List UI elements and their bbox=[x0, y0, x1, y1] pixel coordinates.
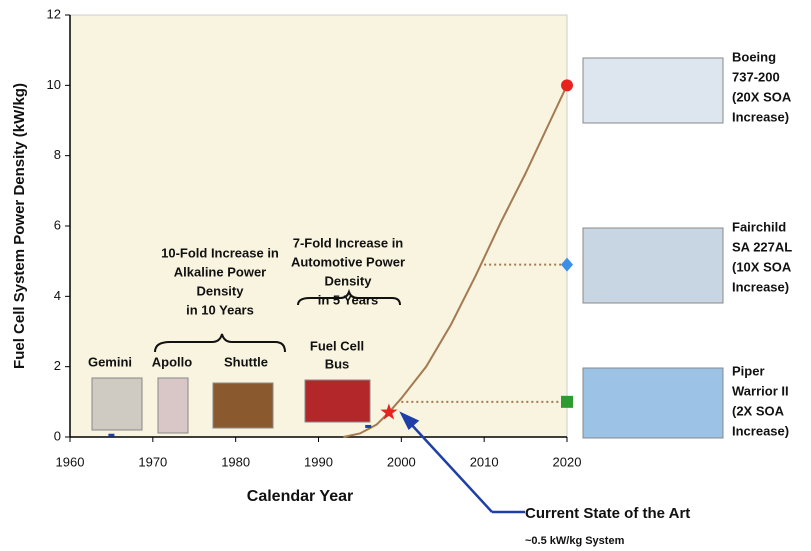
annotation: 737-200 bbox=[732, 69, 780, 84]
annotation: Boeing bbox=[732, 49, 776, 64]
annotation: SA 227AL bbox=[732, 239, 792, 254]
y-tick-label: 10 bbox=[47, 77, 61, 92]
braces bbox=[154, 288, 401, 353]
annotation: (2X SOA bbox=[732, 403, 785, 418]
marker bbox=[380, 403, 398, 420]
marker bbox=[406, 419, 413, 423]
x-axis-label: Calendar Year bbox=[247, 488, 353, 505]
x-tick-label: 2000 bbox=[387, 454, 416, 469]
annotation: Increase) bbox=[732, 109, 789, 124]
marker bbox=[561, 79, 573, 92]
annotation: Bus bbox=[325, 356, 350, 371]
marker bbox=[365, 424, 372, 428]
x-tick-label: 2010 bbox=[470, 454, 499, 469]
x-tick-label: 1990 bbox=[304, 454, 333, 469]
x-tick-label: 1960 bbox=[56, 454, 85, 469]
x-tick-label: 1970 bbox=[138, 454, 167, 469]
annotation: Increase) bbox=[732, 279, 789, 294]
photos bbox=[91, 57, 724, 439]
annotation: Piper bbox=[732, 363, 765, 378]
annotation: Gemini bbox=[88, 354, 132, 369]
annotation: Warrior II bbox=[732, 383, 789, 398]
y-tick-label: 2 bbox=[54, 358, 61, 373]
annotation: Fuel Cell bbox=[310, 338, 364, 353]
y-axis-label: Fuel Cell System Power Density (kW/kg) bbox=[11, 83, 28, 369]
y-tick-label: 4 bbox=[54, 288, 61, 303]
annotation: Fairchild bbox=[732, 219, 786, 234]
annotation: ~0.5 kW/kg System bbox=[525, 535, 625, 547]
annotation: Current State of the Art bbox=[525, 505, 690, 522]
x-tick-label: 1980 bbox=[221, 454, 250, 469]
annotation: (20X SOA bbox=[732, 89, 792, 104]
y-tick-label: 6 bbox=[54, 217, 61, 232]
marker bbox=[561, 395, 573, 408]
annotation: in 5 Years bbox=[318, 292, 378, 307]
y-tick-label: 8 bbox=[54, 147, 61, 162]
marker bbox=[108, 433, 115, 437]
plot-area bbox=[69, 14, 568, 438]
annotation: 7-Fold Increase in bbox=[293, 235, 404, 250]
marker bbox=[561, 257, 573, 272]
annotation: 10-Fold Increase in bbox=[161, 245, 279, 260]
annotation: Density bbox=[197, 283, 245, 298]
y-tick-label: 12 bbox=[47, 6, 61, 21]
x-tick-label: 2020 bbox=[553, 454, 582, 469]
annotation: Alkaline Power bbox=[174, 264, 266, 279]
annotation: Increase) bbox=[732, 423, 789, 438]
annotation: Shuttle bbox=[224, 354, 268, 369]
y-tick-label: 0 bbox=[54, 428, 61, 443]
annotation: (10X SOA bbox=[732, 259, 792, 274]
trend-line bbox=[343, 84, 568, 438]
annotation: Automotive Power bbox=[291, 254, 405, 269]
annotation: Density bbox=[325, 273, 373, 288]
annotation: Apollo bbox=[152, 354, 192, 369]
annotation: in 10 Years bbox=[186, 302, 254, 317]
